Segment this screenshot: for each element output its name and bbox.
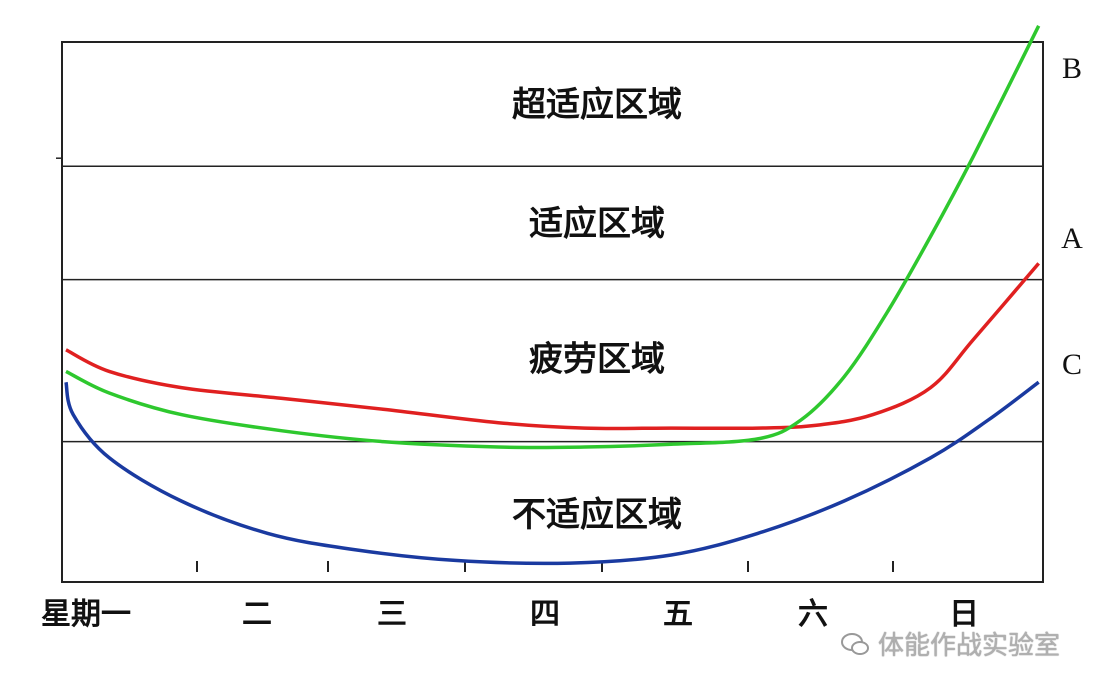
x-tick-label-1: 二 — [242, 597, 272, 632]
watermark-text: 体能作战实验室 — [877, 631, 1060, 661]
x-tick-label-5: 六 — [798, 597, 828, 632]
x-tick-label-3: 四 — [530, 597, 560, 632]
zone-label-0: 超适应区域 — [512, 85, 682, 125]
x-tick-label-0: 星期一 — [41, 597, 131, 632]
series-line-B — [65, 25, 1041, 450]
x-tick-labels: 星期一 二 三 四 五 六 日 — [41, 597, 979, 632]
zone-label-3: 不适应区域 — [512, 495, 682, 535]
watermark: 体能作战实验室 — [840, 625, 1060, 662]
x-tick-label-4: 五 — [663, 597, 693, 632]
x-tick-label-6: 日 — [949, 597, 979, 632]
zone-label-1: 适应区域 — [529, 204, 665, 244]
series-labels: A B C — [1061, 52, 1083, 381]
series-line-A — [65, 262, 1041, 431]
wechat-bubble-icon — [840, 632, 869, 655]
series-label-A: A — [1061, 222, 1083, 255]
series-label-B: B — [1062, 52, 1082, 85]
plot-frame — [61, 41, 1044, 583]
series-line-C — [64, 380, 1040, 566]
zone-lines — [56, 157, 1043, 443]
zone-label-2: 疲劳区域 — [529, 340, 665, 380]
series-lines — [64, 25, 1041, 566]
x-tick-label-2: 三 — [377, 597, 407, 632]
series-label-C: C — [1062, 348, 1082, 381]
